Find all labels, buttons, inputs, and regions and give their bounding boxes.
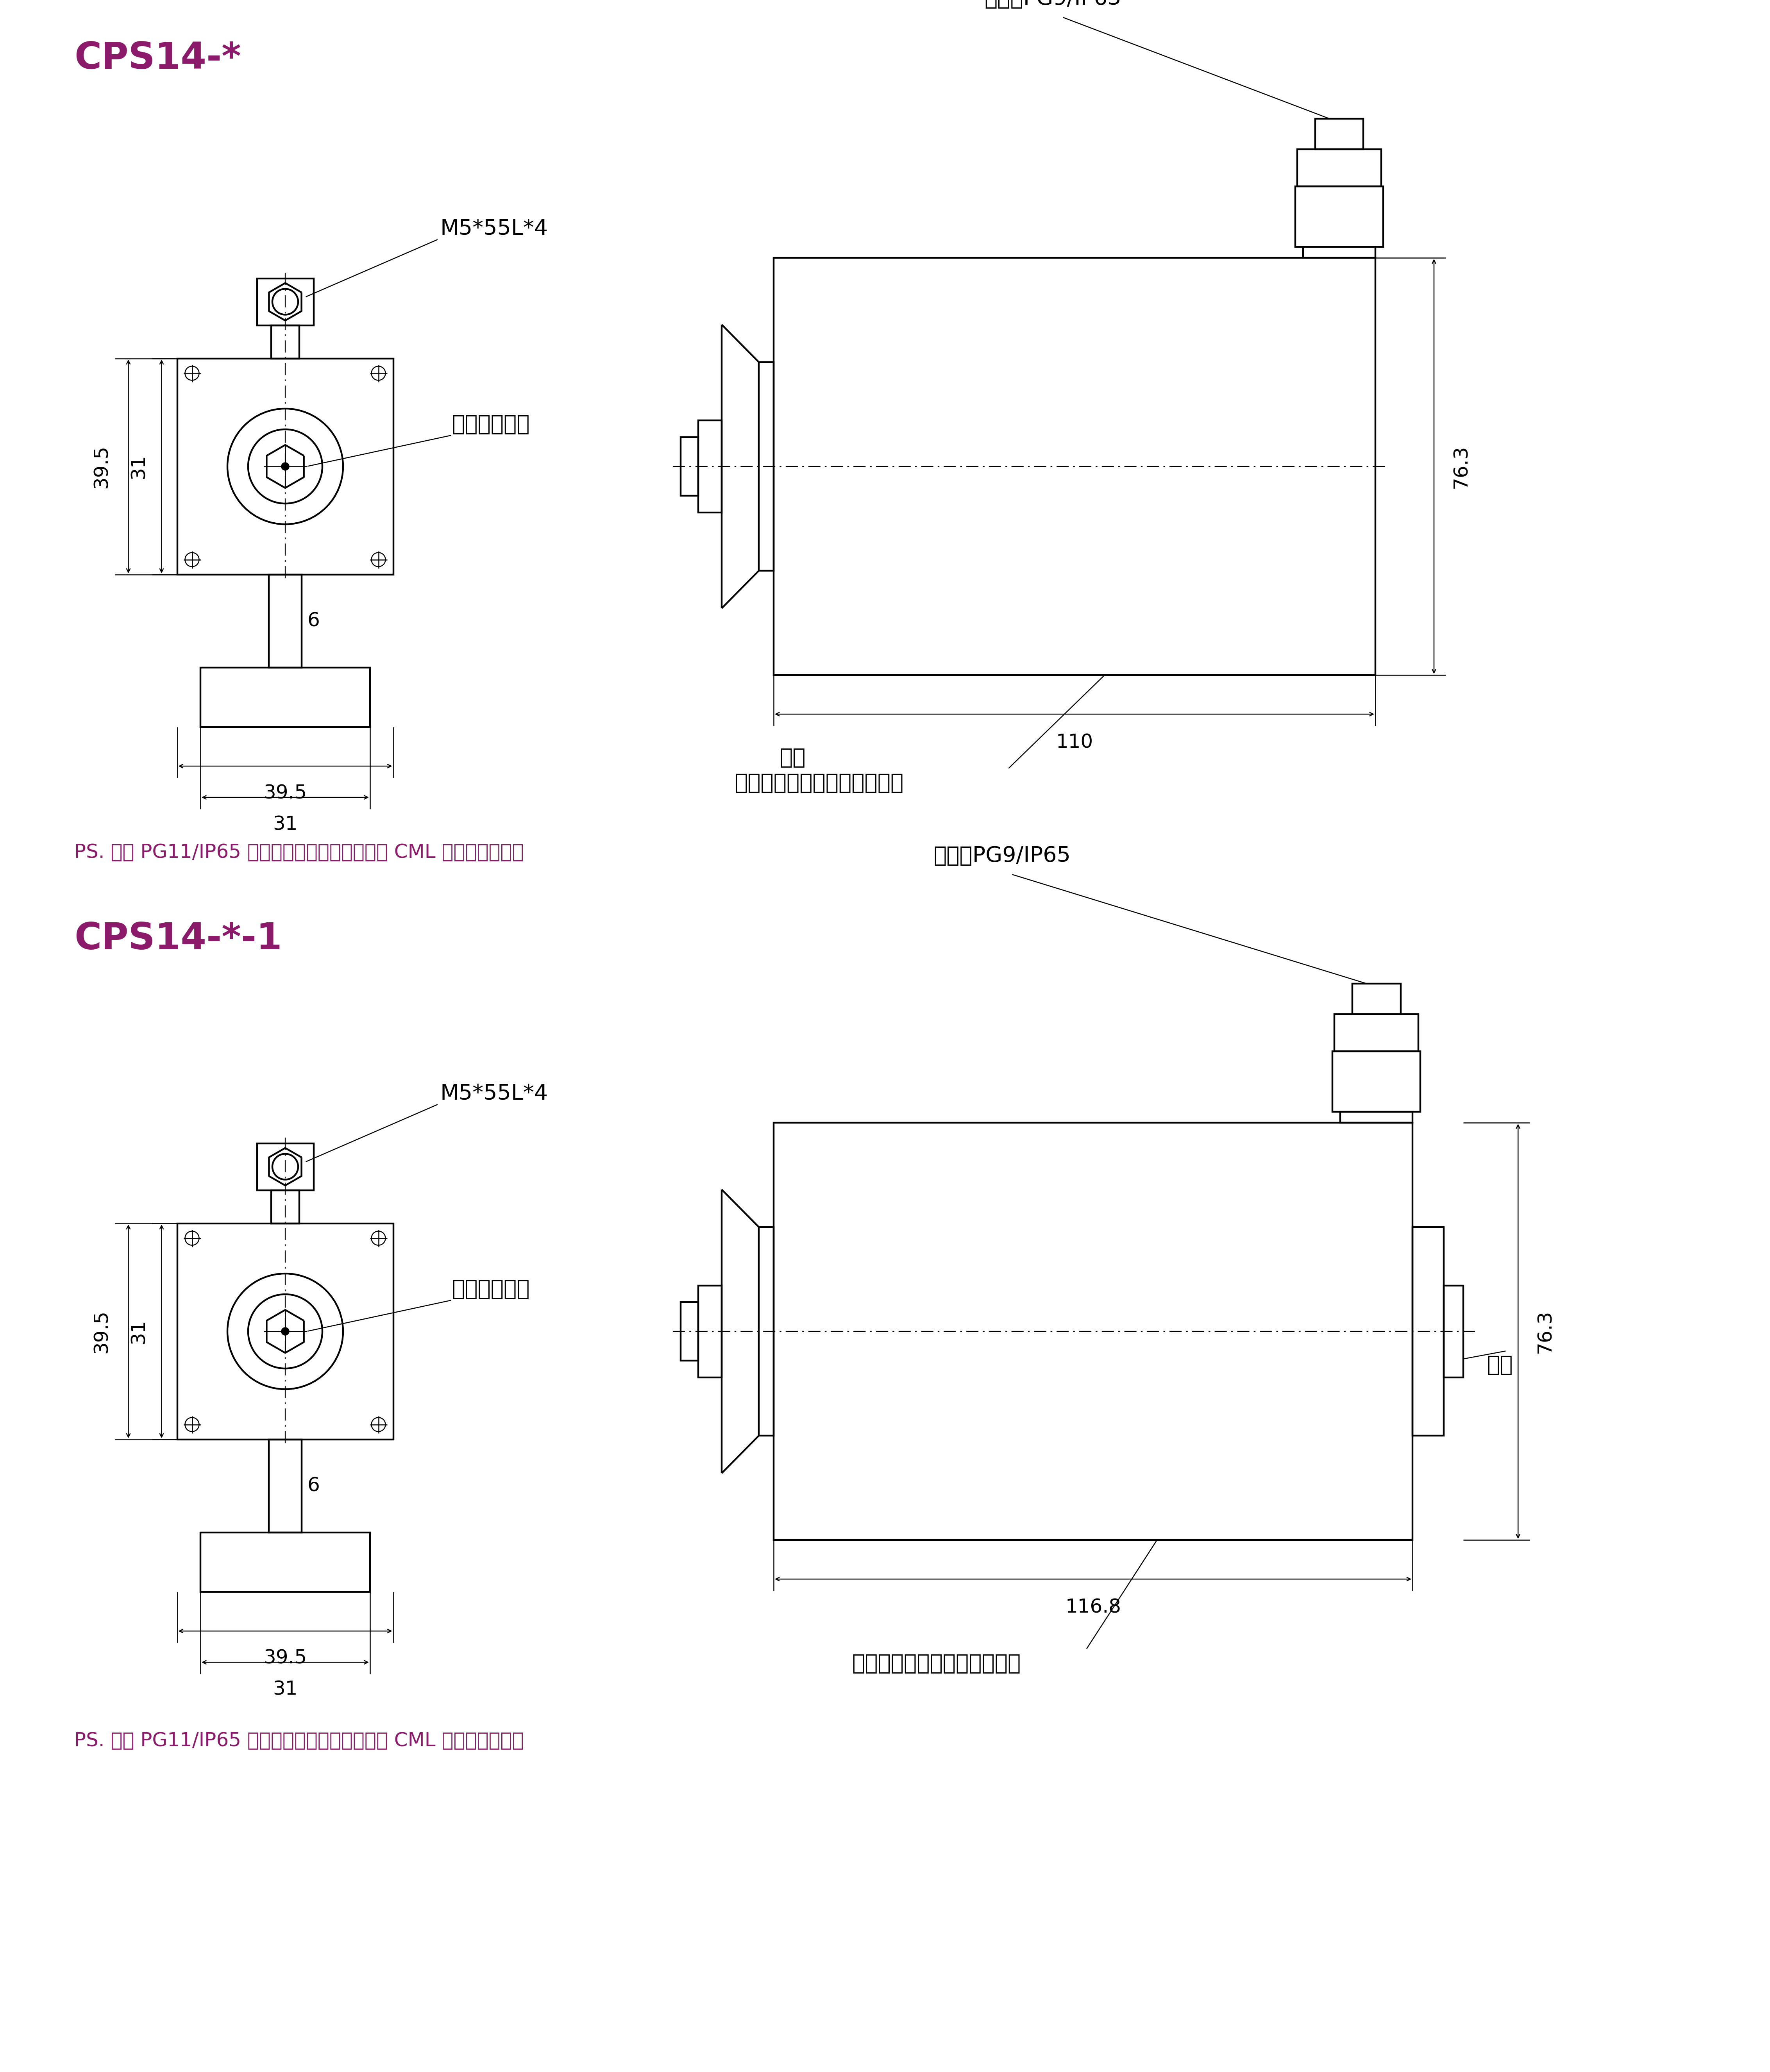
Text: 外殼使用經陽極處理的頓合金: 外殼使用經陽極處理的頓合金: [851, 1653, 1021, 1674]
Text: 110: 110: [1057, 733, 1094, 752]
Bar: [1352, 984, 1400, 1013]
Bar: [773, 257, 1375, 675]
Text: 31: 31: [129, 454, 149, 479]
Bar: [177, 358, 393, 574]
Bar: [773, 1123, 1412, 1539]
Text: 彎插頭PG9/IP65: 彎插頭PG9/IP65: [984, 0, 1122, 10]
Bar: [681, 437, 697, 495]
Text: 六角調壓螺絲: 六角調壓螺絲: [451, 1278, 529, 1299]
Text: 6: 6: [308, 611, 320, 630]
Text: 外殼使用經陽極處理的頓合金: 外殼使用經陽極處理的頓合金: [735, 773, 903, 794]
Bar: [177, 1222, 393, 1440]
Text: M5*55L*4: M5*55L*4: [441, 218, 549, 238]
Bar: [1444, 1285, 1464, 1378]
Text: 31: 31: [273, 814, 297, 833]
Bar: [1340, 1113, 1412, 1123]
Text: 116.8: 116.8: [1066, 1598, 1120, 1616]
Bar: [1315, 118, 1363, 149]
Bar: [271, 1189, 299, 1222]
Text: PS. 若有 PG11/IP65 彎插頭的客製化需求，請與 CML 業務人員聯絡。: PS. 若有 PG11/IP65 彎插頭的客製化需求，請與 CML 業務人員聯絡…: [74, 1732, 524, 1751]
Text: 31: 31: [129, 1320, 149, 1345]
Bar: [681, 1301, 697, 1361]
Bar: [759, 363, 773, 570]
Bar: [269, 574, 301, 667]
Text: 76.3: 76.3: [1451, 445, 1471, 489]
Bar: [1297, 149, 1381, 186]
Text: 接頭: 接頭: [779, 748, 805, 769]
Text: CPS14-*: CPS14-*: [74, 41, 241, 77]
Text: 39.5: 39.5: [92, 1310, 112, 1353]
Text: 31: 31: [273, 1680, 297, 1699]
Text: 39.5: 39.5: [264, 783, 306, 802]
Bar: [1335, 1013, 1418, 1051]
Text: 彎插頭PG9/IP65: 彎插頭PG9/IP65: [933, 845, 1071, 866]
Bar: [1303, 247, 1375, 257]
Bar: [200, 667, 370, 727]
Bar: [271, 325, 299, 358]
Text: 39.5: 39.5: [92, 445, 112, 489]
Bar: [269, 1440, 301, 1533]
Text: 39.5: 39.5: [264, 1649, 306, 1668]
Bar: [257, 278, 313, 325]
Text: 接頭: 接頭: [1487, 1355, 1513, 1376]
Bar: [1296, 186, 1382, 247]
Bar: [697, 1285, 722, 1378]
Text: 六角調壓螺絲: 六角調壓螺絲: [451, 414, 529, 435]
Bar: [1333, 1051, 1420, 1113]
Bar: [1412, 1227, 1444, 1436]
Bar: [257, 1144, 313, 1189]
Text: 76.3: 76.3: [1536, 1310, 1554, 1353]
Text: M5*55L*4: M5*55L*4: [441, 1084, 549, 1104]
Text: PS. 若有 PG11/IP65 彎插頭的客製化需求，請與 CML 業務人員聯絡。: PS. 若有 PG11/IP65 彎插頭的客製化需求，請與 CML 業務人員聯絡…: [74, 843, 524, 862]
Text: 6: 6: [308, 1477, 320, 1496]
Circle shape: [281, 462, 289, 470]
Bar: [697, 421, 722, 512]
Circle shape: [281, 1328, 289, 1334]
Bar: [759, 1227, 773, 1436]
Text: CPS14-*-1: CPS14-*-1: [74, 922, 281, 957]
Bar: [200, 1533, 370, 1591]
